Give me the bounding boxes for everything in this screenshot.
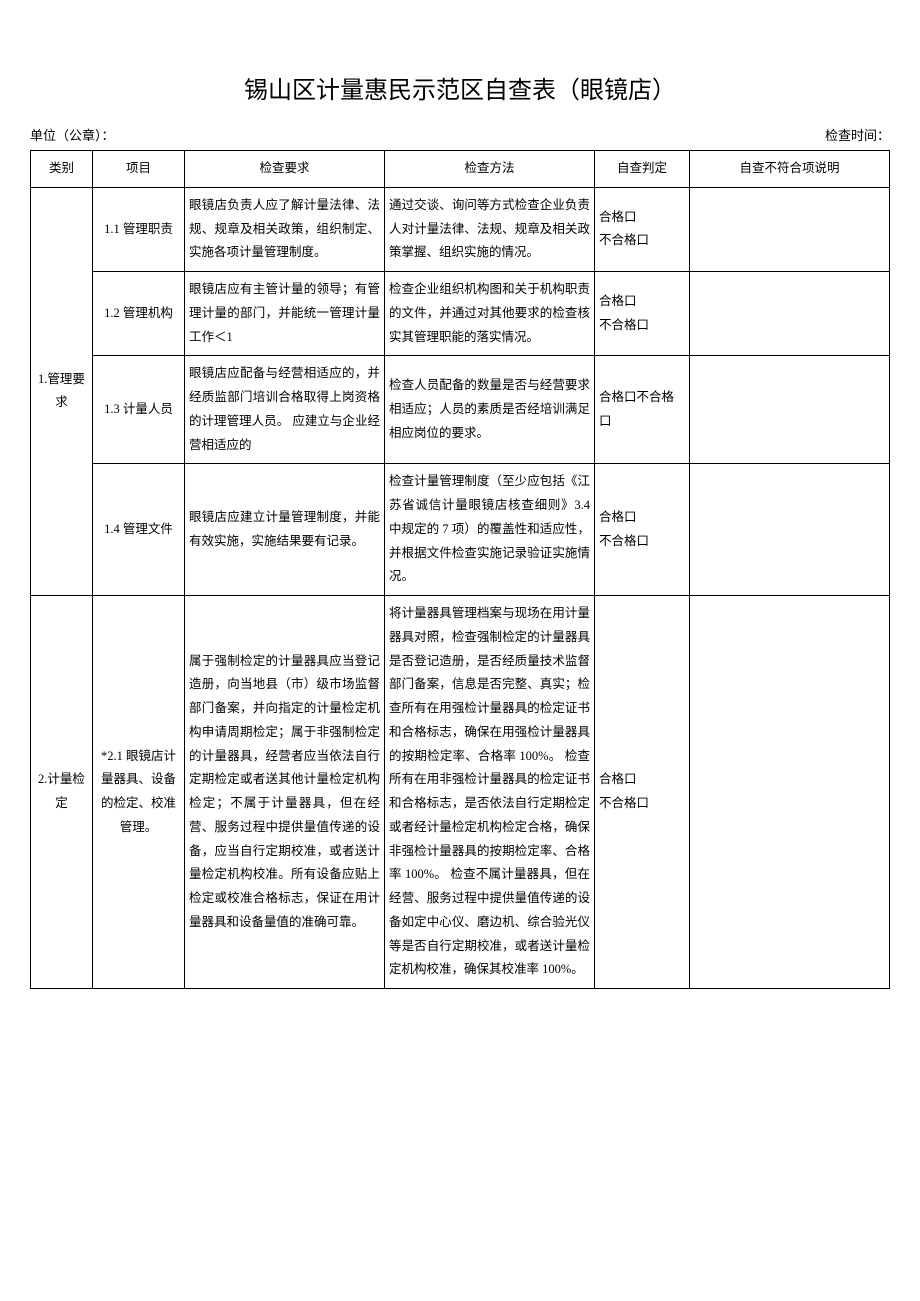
col-category: 类别 <box>31 151 93 188</box>
method-cell: 检查人员配备的数量是否与经营要求相适应；人员的素质是否经培训满足相应岗位的要求。 <box>385 356 595 464</box>
col-requirement: 检查要求 <box>185 151 385 188</box>
col-note: 自查不符合项说明 <box>690 151 890 188</box>
table-header-row: 类别 项目 检查要求 检查方法 自查判定 自查不符合项说明 <box>31 151 890 188</box>
requirement-cell: 眼镜店应建立计量管理制度，并能有效实施，实施结果要有记录。 <box>185 464 385 596</box>
method-cell: 将计量器具管理档案与现场在用计量器具对照，检查强制检定的计量器具是否登记造册，是… <box>385 596 595 989</box>
requirement-cell: 眼镜店应有主管计量的领导；有管理计量的部门，并能统一管理计量工作＜1 <box>185 272 385 356</box>
item-cell: 1.2 管理机构 <box>93 272 185 356</box>
category-cell: 2.计量检定 <box>31 596 93 989</box>
requirement-cell: 眼镜店负责人应了解计量法律、法规、规章及相关政策，组织制定、实施各项计量管理制度… <box>185 187 385 271</box>
note-cell <box>690 272 890 356</box>
method-cell: 检查计量管理制度（至少应包括《江苏省诚信计量眼镜店核查细则》3.4 中规定的 7… <box>385 464 595 596</box>
judgement-cell: 合格口 不合格口 <box>595 464 690 596</box>
item-cell: *2.1 眼镜店计量器具、设备的检定、校准管理。 <box>93 596 185 989</box>
note-cell <box>690 187 890 271</box>
col-method: 检查方法 <box>385 151 595 188</box>
time-label: 检查时间： <box>825 125 890 144</box>
method-cell: 检查企业组织机构图和关于机构职责的文件，并通过对其他要求的检查核实其管理职能的落… <box>385 272 595 356</box>
method-cell: 通过交谈、询问等方式检查企业负责人对计量法律、法规、规章及相关政策掌握、组织实施… <box>385 187 595 271</box>
item-cell: 1.1 管理职责 <box>93 187 185 271</box>
col-item: 项目 <box>93 151 185 188</box>
category-cell: 1.管理要求 <box>31 187 93 595</box>
note-cell <box>690 464 890 596</box>
item-cell: 1.3 计量人员 <box>93 356 185 464</box>
document-page: 锡山区计量惠民示范区自查表（眼镜店） 单位（公章）： 检查时间： 类别 项目 检… <box>30 70 890 989</box>
table-row: 1.2 管理机构 眼镜店应有主管计量的领导；有管理计量的部门，并能统一管理计量工… <box>31 272 890 356</box>
table-row: 1.4 管理文件 眼镜店应建立计量管理制度，并能有效实施，实施结果要有记录。 检… <box>31 464 890 596</box>
judge-pass: 合格口 <box>599 772 637 786</box>
judgement-cell: 合格口 不合格口 <box>595 596 690 989</box>
judge-fail: 不合格口 <box>599 233 649 247</box>
judgement-cell: 合格口不合格口 <box>595 356 690 464</box>
item-cell: 1.4 管理文件 <box>93 464 185 596</box>
judgement-cell: 合格口 不合格口 <box>595 272 690 356</box>
judge-pass: 合格口 <box>599 510 637 524</box>
judge-fail: 不合格口 <box>599 796 649 810</box>
note-cell <box>690 356 890 464</box>
requirement-cell: 属于强制检定的计量器具应当登记造册，向当地县（市）级市场监督部门备案，并向指定的… <box>185 596 385 989</box>
requirement-cell: 眼镜店应配备与经营相适应的，并经质监部门培训合格取得上岗资格的计理管理人员。 应… <box>185 356 385 464</box>
inspection-table: 类别 项目 检查要求 检查方法 自查判定 自查不符合项说明 1.管理要求 1.1… <box>30 150 890 989</box>
note-cell <box>690 596 890 989</box>
judge-pass: 合格口 <box>599 210 637 224</box>
page-title: 锡山区计量惠民示范区自查表（眼镜店） <box>30 70 890 105</box>
judge-pass: 合格口 <box>599 294 637 308</box>
col-judgement: 自查判定 <box>595 151 690 188</box>
judge-fail: 不合格口 <box>599 534 649 548</box>
table-row: 2.计量检定 *2.1 眼镜店计量器具、设备的检定、校准管理。 属于强制检定的计… <box>31 596 890 989</box>
meta-row: 单位（公章）： 检查时间： <box>30 125 890 144</box>
unit-label: 单位（公章）： <box>30 125 115 144</box>
table-row: 1.3 计量人员 眼镜店应配备与经营相适应的，并经质监部门培训合格取得上岗资格的… <box>31 356 890 464</box>
table-row: 1.管理要求 1.1 管理职责 眼镜店负责人应了解计量法律、法规、规章及相关政策… <box>31 187 890 271</box>
judge-fail: 不合格口 <box>599 318 649 332</box>
judgement-cell: 合格口 不合格口 <box>595 187 690 271</box>
